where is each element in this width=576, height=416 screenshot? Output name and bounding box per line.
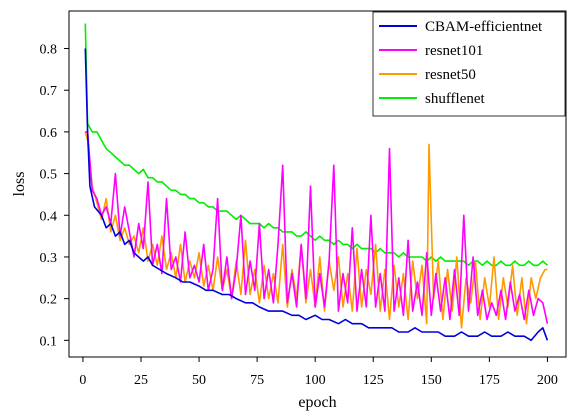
legend-label: CBAM-efficientnet	[425, 19, 543, 35]
x-tick-label: 0	[79, 373, 86, 388]
y-tick-label: 0.7	[40, 84, 58, 99]
legend-label: resnet101	[425, 43, 483, 59]
y-tick-label: 0.6	[40, 126, 58, 141]
y-tick-label: 0.4	[40, 209, 58, 224]
x-tick-label: 75	[250, 373, 264, 388]
x-tick-label: 50	[192, 373, 206, 388]
x-tick-label: 175	[479, 373, 500, 388]
y-tick-label: 0.8	[40, 43, 58, 58]
legend-label: shufflenet	[425, 91, 486, 107]
legend: CBAM-efficientnet resnet101 resnet50 shuffl…	[373, 12, 565, 116]
x-tick-label: 200	[537, 373, 558, 388]
y-tick-label: 0.2	[40, 293, 58, 308]
y-tick-label: 0.5	[40, 168, 58, 183]
y-axis-label: loss	[11, 172, 28, 197]
x-tick-label: 25	[134, 373, 148, 388]
y-tick-label: 0.3	[40, 251, 58, 266]
x-tick-label: 100	[305, 373, 326, 388]
x-axis-label: epoch	[298, 394, 336, 411]
x-tick-label: 150	[421, 373, 442, 388]
legend-label: resnet50	[425, 67, 476, 83]
x-tick-label: 125	[363, 373, 384, 388]
y-tick-label: 0.1	[40, 334, 58, 349]
